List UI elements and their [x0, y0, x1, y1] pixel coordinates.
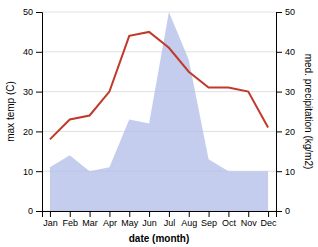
tick: 10: [23, 167, 42, 177]
tick-label: 0: [285, 206, 290, 216]
tick-label: May: [121, 218, 139, 228]
axis-line: [36, 13, 43, 212]
tick-label: Aug: [181, 218, 197, 228]
tick: Feb: [63, 211, 79, 228]
tick-label: Feb: [63, 218, 79, 228]
y2-axis-title: med. precipitation (kg/m2): [303, 54, 314, 170]
tick-label: Mar: [82, 218, 98, 228]
tick-label: Oct: [222, 218, 237, 228]
tick: 0: [28, 206, 42, 216]
y-axis-title: max temp (C): [5, 81, 16, 142]
y-axis: 0 10 20 30 40 50: [23, 7, 43, 216]
grid: [42, 12, 276, 211]
tick: 50: [276, 7, 295, 17]
tick-mark: [36, 12, 42, 13]
tick-label: Dec: [261, 218, 278, 228]
grid-line: [42, 12, 276, 13]
tick-label: 50: [285, 7, 295, 17]
tick-label: 30: [285, 87, 295, 97]
tick-mark: [276, 12, 282, 13]
tick-mark: [149, 211, 150, 217]
area: [50, 12, 268, 211]
y2-axis: 0 10 20 30 40 50: [276, 7, 295, 216]
tick: Sep: [201, 211, 217, 228]
tick-mark: [268, 211, 269, 217]
tick-mark: [189, 211, 190, 217]
tick: Nov: [241, 211, 258, 228]
tick-label: 20: [23, 127, 33, 137]
tick-mark: [36, 131, 42, 132]
tick: 40: [276, 47, 295, 57]
tick-mark: [228, 211, 229, 217]
tick-mark: [36, 52, 42, 53]
tick-label: Nov: [241, 218, 258, 228]
tick-label: 40: [285, 47, 295, 57]
tick-mark: [36, 171, 42, 172]
tick: Aug: [181, 211, 197, 228]
tick: Jun: [142, 211, 157, 228]
tick-mark: [36, 211, 42, 212]
tick-label: Jun: [142, 218, 157, 228]
tick: 30: [23, 87, 42, 97]
tick-mark: [276, 131, 282, 132]
tick-mark: [276, 171, 282, 172]
tick: Oct: [222, 211, 237, 228]
tick: Jul: [164, 211, 176, 228]
tick-mark: [109, 211, 110, 217]
axis-line: [43, 212, 277, 218]
chart: Jan FebMar Apr MayJun Jul Aug Sep Oct NovDec 0 10 2…: [0, 0, 318, 247]
tick: Apr: [103, 211, 117, 228]
tick-label: 0: [28, 206, 33, 216]
tick-label: Jul: [164, 218, 176, 228]
x-axis: Jan FebMar Apr MayJun Jul Aug Sep Oct NovDec: [43, 211, 278, 228]
tick-mark: [276, 211, 282, 212]
tick-label: 20: [285, 127, 295, 137]
tick-mark: [70, 211, 71, 217]
tick-label: Jan: [43, 218, 58, 228]
tick-mark: [276, 52, 282, 53]
tick-mark: [90, 211, 91, 217]
tick-label: 30: [23, 87, 33, 97]
tick: 0: [276, 206, 290, 216]
tick-mark: [276, 92, 282, 93]
tick: Jan: [43, 211, 58, 228]
tick-label: Sep: [201, 218, 217, 228]
tick-label: 10: [285, 167, 295, 177]
tick-label: 40: [23, 47, 33, 57]
line: [50, 32, 268, 139]
tick: 20: [276, 127, 295, 137]
tick: 20: [23, 127, 42, 137]
tick-mark: [169, 211, 170, 217]
tick: May: [121, 211, 139, 228]
tick: 40: [23, 47, 42, 57]
tick-label: 50: [23, 7, 33, 17]
tick-mark: [36, 92, 42, 93]
plot-area: [50, 12, 268, 211]
tick-mark: [50, 211, 51, 217]
tick: 30: [276, 87, 295, 97]
tick-label: 10: [23, 167, 33, 177]
axis-line: [277, 13, 283, 212]
tick-mark: [209, 211, 210, 217]
tick: 10: [276, 167, 295, 177]
tick-mark: [248, 211, 249, 217]
tick-mark: [129, 211, 130, 217]
tick: 50: [23, 7, 42, 17]
tick: Mar: [82, 211, 98, 228]
tick-label: Apr: [103, 218, 117, 228]
grid-line: [42, 51, 276, 52]
tick: Dec: [261, 211, 278, 228]
x-axis-title: date (month): [129, 233, 190, 244]
